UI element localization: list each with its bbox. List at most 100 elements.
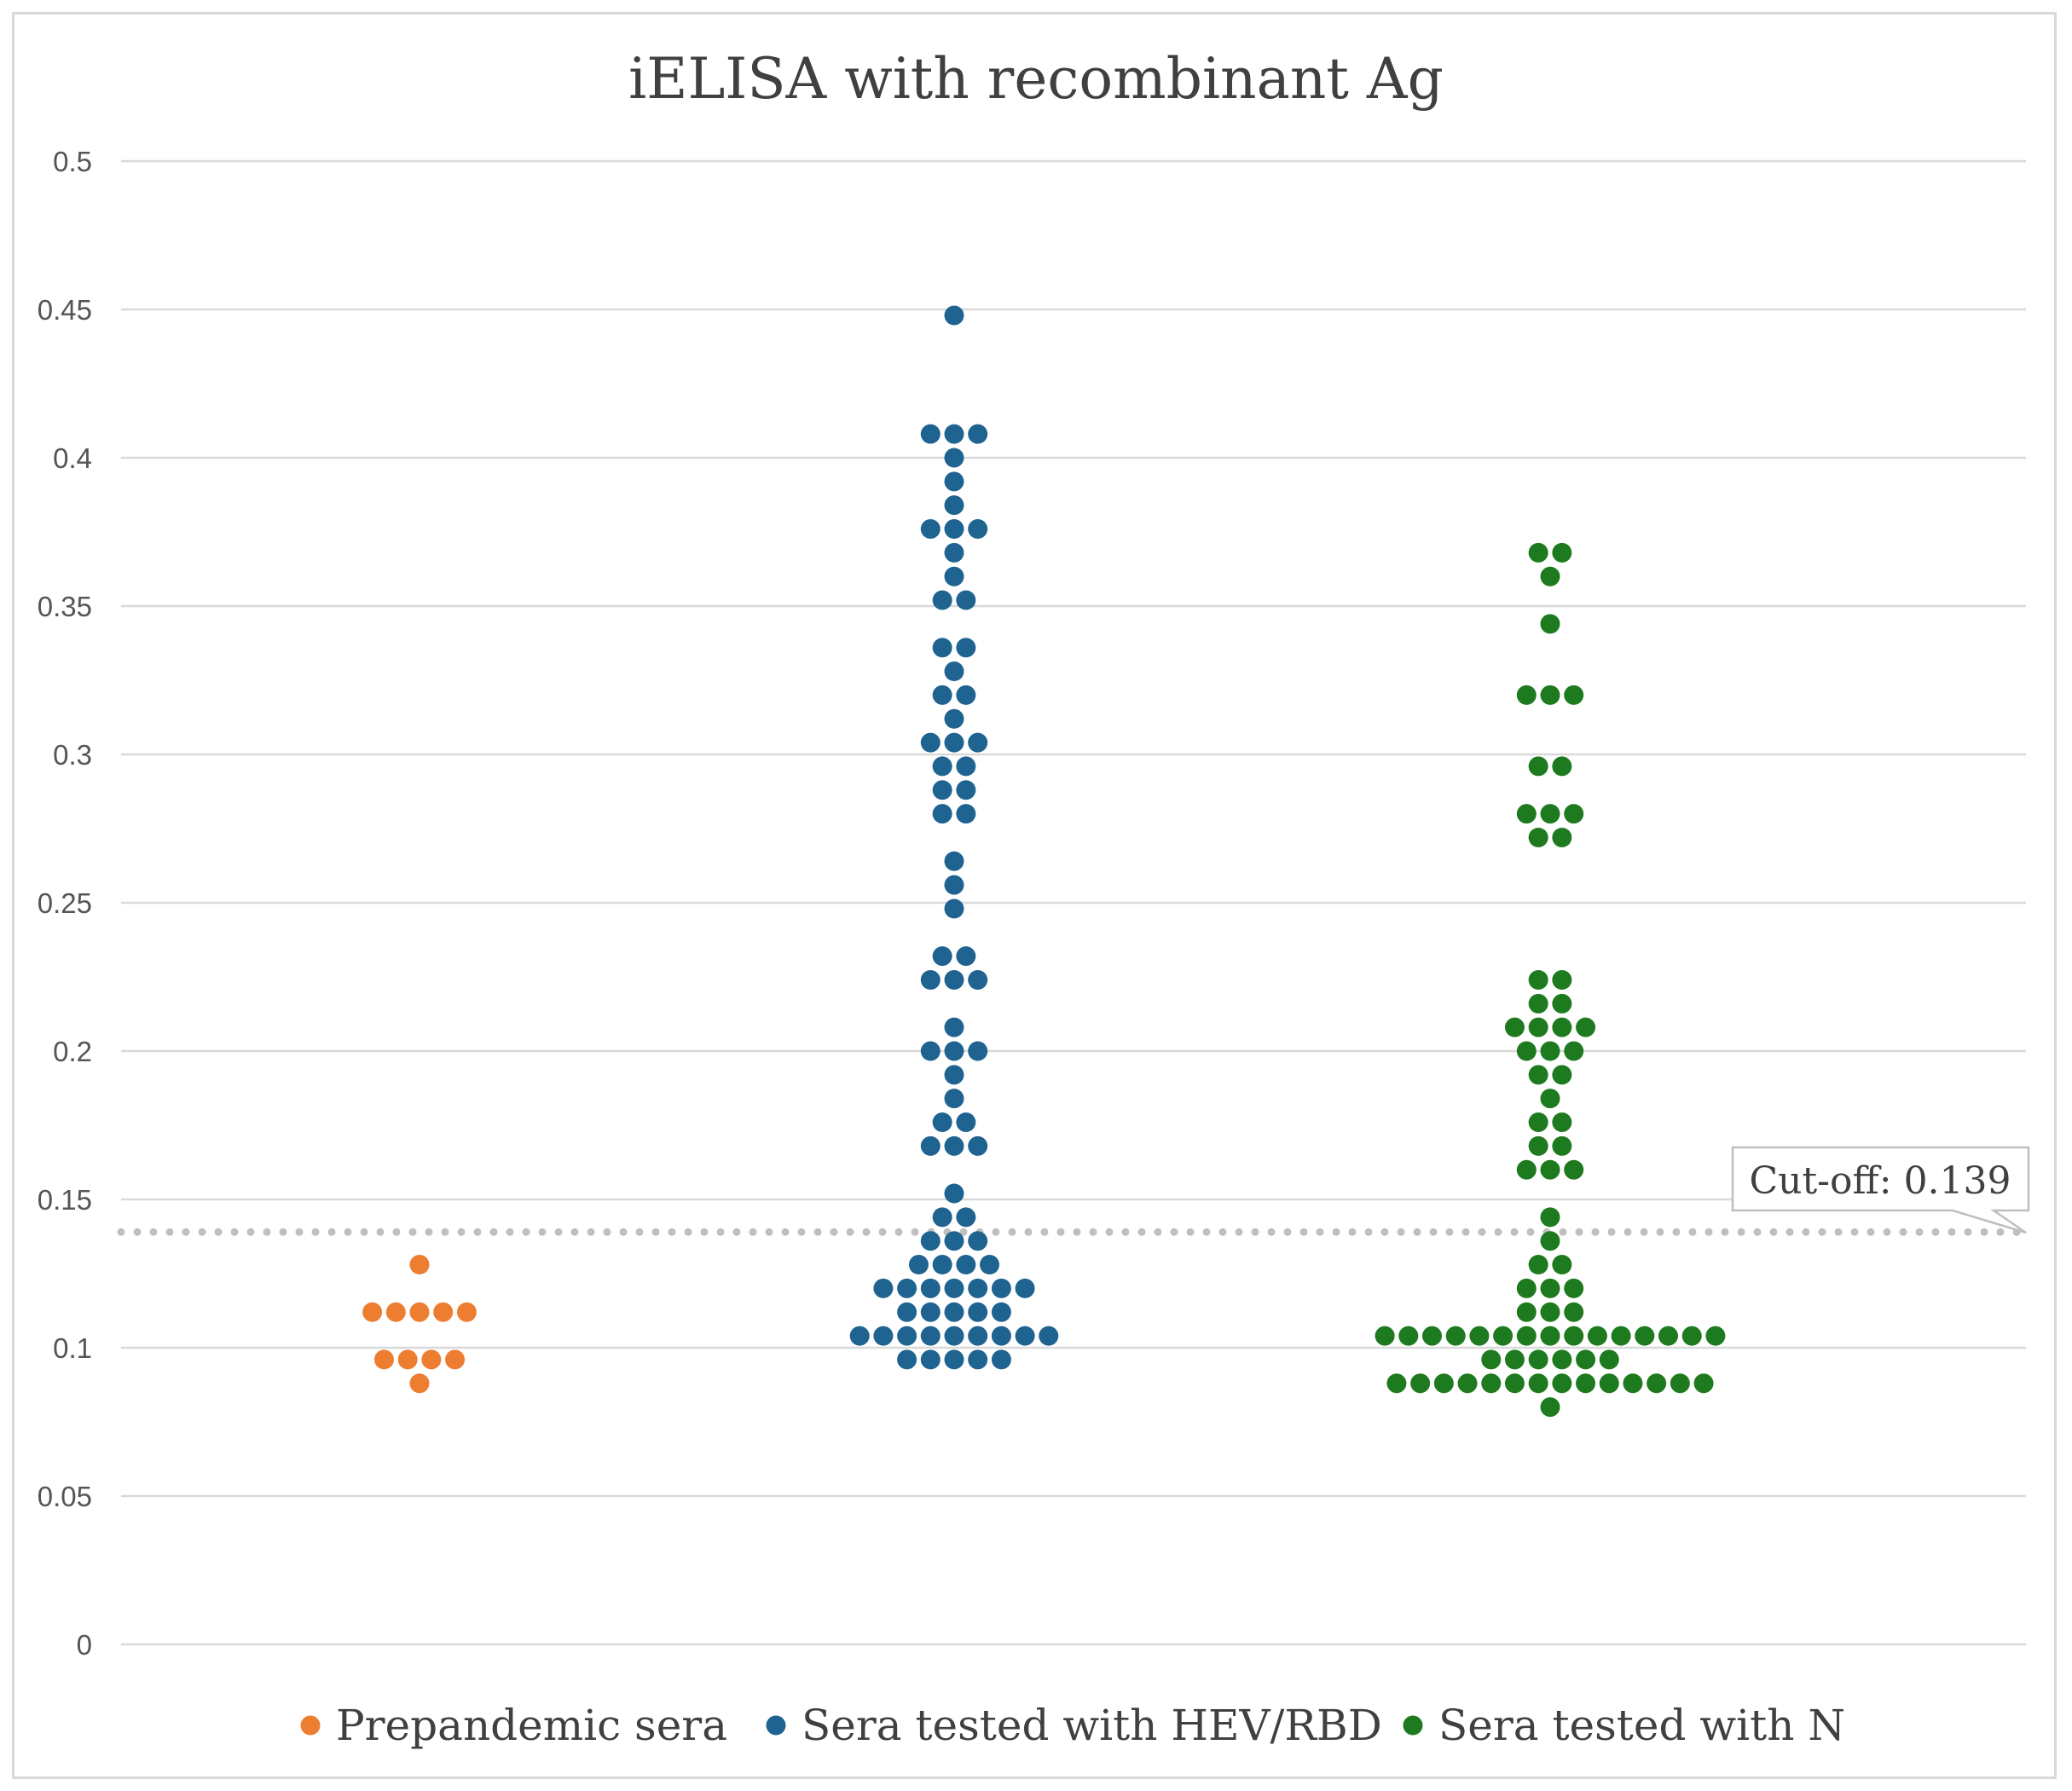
data-point: [1540, 1231, 1560, 1251]
data-point: [944, 542, 964, 563]
data-point: [1528, 1349, 1548, 1370]
data-point: [397, 1349, 418, 1370]
data-point: [991, 1349, 1011, 1370]
legend: Prepandemic sera Sera tested with HEV/RBD…: [300, 1701, 1845, 1750]
data-point: [944, 1302, 964, 1322]
data-point: [944, 732, 964, 753]
data-point: [1552, 1017, 1572, 1037]
y-tick-label: 0.5: [53, 146, 92, 177]
data-point: [932, 946, 952, 967]
data-point: [1540, 1159, 1560, 1180]
data-point: [920, 1349, 941, 1370]
data-point: [1564, 1278, 1584, 1298]
data-point: [1540, 685, 1560, 705]
data-point: [968, 519, 988, 540]
data-point: [1552, 1112, 1572, 1133]
y-tick-label: 0.1: [53, 1332, 92, 1364]
data-point: [1540, 614, 1560, 634]
data-point: [1516, 685, 1537, 705]
data-point: [944, 1135, 964, 1156]
data-point: [1564, 804, 1584, 824]
data-point: [445, 1349, 466, 1370]
data-point: [920, 1041, 941, 1061]
data-point: [1681, 1326, 1702, 1346]
legend-label: Sera tested with N: [1438, 1701, 1845, 1750]
series-1-points: [362, 1255, 477, 1394]
data-point: [932, 804, 952, 824]
data-point: [385, 1302, 406, 1322]
legend-label: Prepandemic sera: [336, 1701, 727, 1750]
data-point: [1528, 542, 1548, 563]
data-point: [944, 898, 964, 919]
data-point: [968, 1349, 988, 1370]
data-point: [1564, 1326, 1584, 1346]
data-point: [920, 1278, 941, 1298]
data-point: [1493, 1326, 1513, 1346]
data-point: [920, 424, 941, 444]
data-point: [944, 1041, 964, 1061]
data-point: [1576, 1373, 1596, 1394]
data-point: [1599, 1349, 1619, 1370]
data-point: [409, 1255, 430, 1275]
data-point: [1564, 1041, 1584, 1061]
data-point: [373, 1349, 394, 1370]
data-point: [956, 685, 976, 705]
data-point: [1564, 685, 1584, 705]
data-point: [944, 424, 964, 444]
data-point: [1410, 1373, 1431, 1394]
data-point: [1481, 1349, 1502, 1370]
data-point: [1552, 1135, 1572, 1156]
data-point: [1504, 1017, 1525, 1037]
data-point: [1552, 1255, 1572, 1275]
data-point: [944, 1326, 964, 1346]
series-2-points: [849, 305, 1059, 1370]
data-point: [920, 969, 941, 990]
data-point: [409, 1373, 430, 1394]
data-point: [956, 590, 976, 610]
data-point: [1528, 827, 1548, 847]
data-point: [944, 851, 964, 871]
data-point: [897, 1302, 917, 1322]
data-point: [991, 1302, 1011, 1322]
data-point: [956, 946, 976, 967]
y-tick-label: 0: [77, 1629, 92, 1661]
data-point: [944, 662, 964, 682]
legend-item: Prepandemic sera: [300, 1701, 727, 1750]
data-point: [944, 566, 964, 586]
data-point: [968, 424, 988, 444]
data-point: [944, 1017, 964, 1037]
data-point: [920, 1231, 941, 1251]
data-point: [991, 1278, 1011, 1298]
data-point: [956, 780, 976, 800]
data-point: [956, 804, 976, 824]
data-point: [1528, 1065, 1548, 1085]
data-point: [362, 1302, 383, 1322]
data-point: [920, 519, 941, 540]
data-point: [1552, 993, 1572, 1014]
data-point: [1015, 1278, 1035, 1298]
data-point: [944, 708, 964, 729]
data-point: [1516, 1159, 1537, 1180]
data-point: [944, 969, 964, 990]
data-point: [1469, 1326, 1490, 1346]
data-point: [1528, 969, 1548, 990]
data-point: [1516, 1041, 1537, 1061]
data-point: [944, 471, 964, 492]
y-tick-label: 0.05: [38, 1481, 92, 1512]
y-tick-label: 0.4: [53, 442, 92, 474]
legend-marker: [1403, 1715, 1423, 1736]
legend-marker: [300, 1715, 321, 1736]
data-point: [1516, 1278, 1537, 1298]
data-point: [456, 1302, 477, 1322]
data-point: [409, 1302, 430, 1322]
data-point: [1540, 566, 1560, 586]
data-point: [944, 875, 964, 895]
data-point: [1564, 1302, 1584, 1322]
data-point: [956, 1112, 976, 1133]
data-point: [956, 638, 976, 658]
data-point: [1540, 1397, 1560, 1418]
data-point: [897, 1349, 917, 1370]
data-point: [433, 1302, 454, 1322]
data-point: [991, 1326, 1011, 1346]
data-point: [1540, 1207, 1560, 1228]
